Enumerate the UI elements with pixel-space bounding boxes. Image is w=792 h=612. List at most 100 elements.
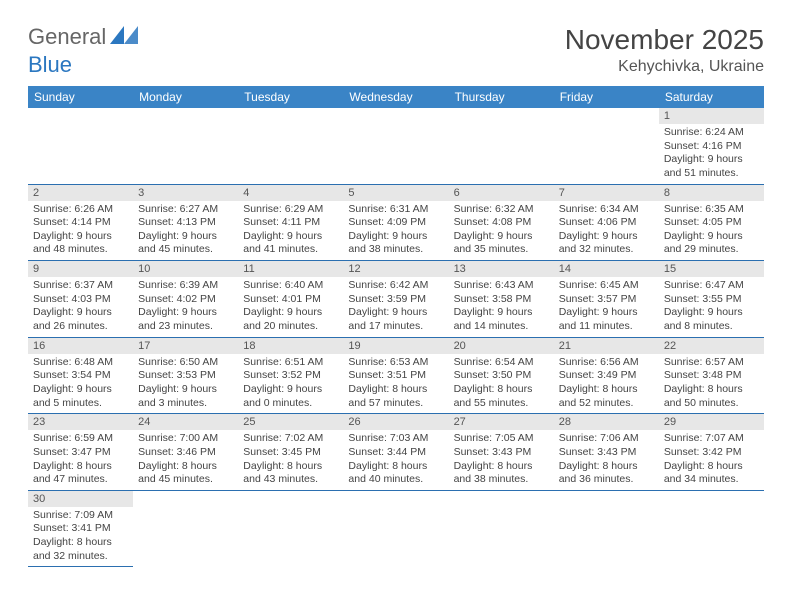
- calendar-cell: 11Sunrise: 6:40 AMSunset: 4:01 PMDayligh…: [238, 261, 343, 338]
- sunset-text: Sunset: 4:02 PM: [138, 293, 233, 307]
- day-number: 22: [659, 338, 764, 354]
- sunset-text: Sunset: 4:14 PM: [33, 216, 128, 230]
- logo-text-1: General: [28, 24, 106, 50]
- daylight-text-2: and 38 minutes.: [348, 243, 443, 257]
- sunset-text: Sunset: 4:05 PM: [664, 216, 759, 230]
- sunrise-text: Sunrise: 6:50 AM: [138, 356, 233, 370]
- daylight-text-2: and 41 minutes.: [243, 243, 338, 257]
- day-number: 2: [28, 185, 133, 201]
- sunrise-text: Sunrise: 6:48 AM: [33, 356, 128, 370]
- daylight-text-2: and 45 minutes.: [138, 243, 233, 257]
- day-body: Sunrise: 7:02 AMSunset: 3:45 PMDaylight:…: [238, 430, 343, 490]
- sunrise-text: Sunrise: 6:35 AM: [664, 203, 759, 217]
- daylight-text-2: and 5 minutes.: [33, 397, 128, 411]
- day-body: Sunrise: 6:34 AMSunset: 4:06 PMDaylight:…: [554, 201, 659, 261]
- weekday-header: Thursday: [449, 86, 554, 108]
- calendar-cell: [238, 108, 343, 184]
- calendar-cell: 28Sunrise: 7:06 AMSunset: 3:43 PMDayligh…: [554, 414, 659, 491]
- calendar-cell: 22Sunrise: 6:57 AMSunset: 3:48 PMDayligh…: [659, 337, 764, 414]
- daylight-text-1: Daylight: 8 hours: [243, 460, 338, 474]
- daylight-text-2: and 14 minutes.: [454, 320, 549, 334]
- calendar-cell: [449, 108, 554, 184]
- calendar-cell: 30Sunrise: 7:09 AMSunset: 3:41 PMDayligh…: [28, 490, 133, 567]
- day-number: 9: [28, 261, 133, 277]
- daylight-text-2: and 11 minutes.: [559, 320, 654, 334]
- weekday-header-row: Sunday Monday Tuesday Wednesday Thursday…: [28, 86, 764, 108]
- day-body: Sunrise: 6:32 AMSunset: 4:08 PMDaylight:…: [449, 201, 554, 261]
- sunrise-text: Sunrise: 6:42 AM: [348, 279, 443, 293]
- day-body: Sunrise: 6:24 AMSunset: 4:16 PMDaylight:…: [659, 124, 764, 184]
- sunset-text: Sunset: 3:42 PM: [664, 446, 759, 460]
- sunset-text: Sunset: 3:54 PM: [33, 369, 128, 383]
- sunrise-text: Sunrise: 6:34 AM: [559, 203, 654, 217]
- sunset-text: Sunset: 4:09 PM: [348, 216, 443, 230]
- day-number: 24: [133, 414, 238, 430]
- daylight-text-1: Daylight: 9 hours: [454, 230, 549, 244]
- sunrise-text: Sunrise: 6:53 AM: [348, 356, 443, 370]
- daylight-text-2: and 8 minutes.: [664, 320, 759, 334]
- daylight-text-1: Daylight: 8 hours: [559, 460, 654, 474]
- sunrise-text: Sunrise: 6:29 AM: [243, 203, 338, 217]
- daylight-text-2: and 36 minutes.: [559, 473, 654, 487]
- calendar-cell: 1Sunrise: 6:24 AMSunset: 4:16 PMDaylight…: [659, 108, 764, 184]
- daylight-text-2: and 38 minutes.: [454, 473, 549, 487]
- calendar-cell: 18Sunrise: 6:51 AMSunset: 3:52 PMDayligh…: [238, 337, 343, 414]
- weekday-header: Friday: [554, 86, 659, 108]
- day-number: 28: [554, 414, 659, 430]
- calendar-cell: [554, 490, 659, 567]
- calendar-cell: [343, 490, 448, 567]
- calendar-cell: 26Sunrise: 7:03 AMSunset: 3:44 PMDayligh…: [343, 414, 448, 491]
- sunset-text: Sunset: 3:46 PM: [138, 446, 233, 460]
- day-number: 15: [659, 261, 764, 277]
- sunrise-text: Sunrise: 7:03 AM: [348, 432, 443, 446]
- sunrise-text: Sunrise: 6:39 AM: [138, 279, 233, 293]
- sunrise-text: Sunrise: 6:47 AM: [664, 279, 759, 293]
- day-body: Sunrise: 6:47 AMSunset: 3:55 PMDaylight:…: [659, 277, 764, 337]
- daylight-text-2: and 48 minutes.: [33, 243, 128, 257]
- sunrise-text: Sunrise: 6:26 AM: [33, 203, 128, 217]
- calendar-row: 1Sunrise: 6:24 AMSunset: 4:16 PMDaylight…: [28, 108, 764, 184]
- sunset-text: Sunset: 3:57 PM: [559, 293, 654, 307]
- daylight-text-1: Daylight: 9 hours: [559, 306, 654, 320]
- day-body: Sunrise: 7:07 AMSunset: 3:42 PMDaylight:…: [659, 430, 764, 490]
- daylight-text-1: Daylight: 9 hours: [664, 306, 759, 320]
- sunrise-text: Sunrise: 7:00 AM: [138, 432, 233, 446]
- calendar-cell: [28, 108, 133, 184]
- sunrise-text: Sunrise: 7:05 AM: [454, 432, 549, 446]
- sunset-text: Sunset: 3:45 PM: [243, 446, 338, 460]
- sunset-text: Sunset: 4:06 PM: [559, 216, 654, 230]
- day-body: Sunrise: 6:50 AMSunset: 3:53 PMDaylight:…: [133, 354, 238, 414]
- sunrise-text: Sunrise: 6:27 AM: [138, 203, 233, 217]
- sunrise-text: Sunrise: 6:31 AM: [348, 203, 443, 217]
- daylight-text-2: and 29 minutes.: [664, 243, 759, 257]
- sunrise-text: Sunrise: 7:07 AM: [664, 432, 759, 446]
- daylight-text-2: and 50 minutes.: [664, 397, 759, 411]
- daylight-text-1: Daylight: 9 hours: [664, 153, 759, 167]
- day-body: Sunrise: 6:43 AMSunset: 3:58 PMDaylight:…: [449, 277, 554, 337]
- calendar-row: 23Sunrise: 6:59 AMSunset: 3:47 PMDayligh…: [28, 414, 764, 491]
- day-body: Sunrise: 6:51 AMSunset: 3:52 PMDaylight:…: [238, 354, 343, 414]
- calendar-cell: [133, 490, 238, 567]
- daylight-text-2: and 45 minutes.: [138, 473, 233, 487]
- daylight-text-2: and 3 minutes.: [138, 397, 233, 411]
- daylight-text-2: and 32 minutes.: [33, 550, 128, 564]
- daylight-text-1: Daylight: 8 hours: [33, 536, 128, 550]
- sunrise-text: Sunrise: 7:09 AM: [33, 509, 128, 523]
- day-number: 5: [343, 185, 448, 201]
- calendar-cell: 23Sunrise: 6:59 AMSunset: 3:47 PMDayligh…: [28, 414, 133, 491]
- sunrise-text: Sunrise: 6:54 AM: [454, 356, 549, 370]
- sunset-text: Sunset: 4:01 PM: [243, 293, 338, 307]
- logo-text-2: Blue: [28, 52, 72, 78]
- sunset-text: Sunset: 4:11 PM: [243, 216, 338, 230]
- day-number: 3: [133, 185, 238, 201]
- daylight-text-1: Daylight: 9 hours: [454, 306, 549, 320]
- sunset-text: Sunset: 3:43 PM: [559, 446, 654, 460]
- calendar-row: 16Sunrise: 6:48 AMSunset: 3:54 PMDayligh…: [28, 337, 764, 414]
- daylight-text-1: Daylight: 8 hours: [664, 383, 759, 397]
- day-number: 26: [343, 414, 448, 430]
- sunset-text: Sunset: 4:03 PM: [33, 293, 128, 307]
- sunset-text: Sunset: 3:49 PM: [559, 369, 654, 383]
- sunset-text: Sunset: 3:48 PM: [664, 369, 759, 383]
- sunrise-text: Sunrise: 6:43 AM: [454, 279, 549, 293]
- calendar-cell: 27Sunrise: 7:05 AMSunset: 3:43 PMDayligh…: [449, 414, 554, 491]
